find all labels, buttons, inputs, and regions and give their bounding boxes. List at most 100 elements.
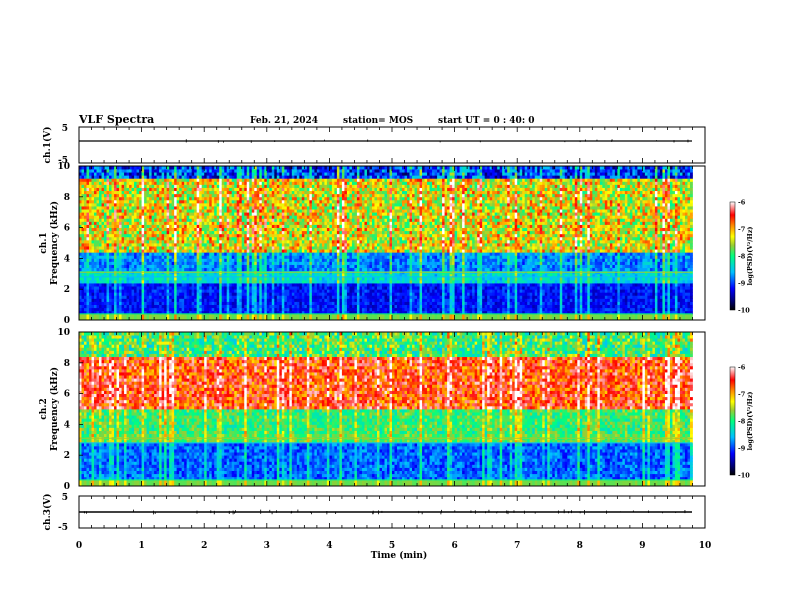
- spectrogram-cell: [97, 305, 100, 308]
- spectrogram-cell: [142, 295, 145, 298]
- spectrogram-cell: [207, 191, 210, 194]
- spectrogram-cell: [209, 246, 212, 249]
- spectrogram-cell: [224, 178, 227, 181]
- spectrogram-cell: [269, 261, 272, 264]
- spectrogram-cell: [247, 191, 250, 194]
- spectrogram-cell: [209, 178, 212, 181]
- spectrogram-cell: [187, 218, 190, 221]
- spectrogram-cell: [142, 289, 145, 292]
- spectrogram-cell: [104, 200, 107, 203]
- spectrogram-cell: [229, 308, 232, 311]
- spectrogram-cell: [207, 265, 210, 268]
- spectrogram-cell: [197, 169, 200, 172]
- spectrogram-cell: [224, 206, 227, 209]
- spectrogram-cell: [242, 225, 245, 228]
- spectrogram-cell: [234, 184, 237, 187]
- spectrogram-cell: [134, 265, 137, 268]
- spectrogram-cell: [252, 215, 255, 218]
- spectrogram-cell: [99, 221, 102, 224]
- spectrogram-cell: [92, 172, 95, 175]
- spectrogram-cell: [199, 215, 202, 218]
- spectrogram-cell: [82, 302, 85, 305]
- spectrogram-cell: [107, 295, 110, 298]
- spectrogram-cell: [109, 184, 112, 187]
- spectrogram-cell: [137, 265, 140, 268]
- spectrogram-cell: [247, 231, 250, 234]
- spectrogram-cell: [99, 188, 102, 191]
- spectrogram-cell: [114, 286, 117, 289]
- spectrogram-cell: [192, 203, 195, 206]
- spectrogram-cell: [179, 166, 182, 169]
- spectrogram-cell: [172, 221, 175, 224]
- spectrogram-cell: [219, 255, 222, 258]
- station-label: station= MOS: [343, 116, 413, 126]
- spectrogram-cell: [272, 295, 275, 298]
- spectrogram-cell: [139, 206, 142, 209]
- spectrogram-cell: [249, 302, 252, 305]
- spectrogram-cell: [84, 298, 87, 301]
- spectrogram-cell: [272, 181, 275, 184]
- spectrogram-cell: [142, 292, 145, 295]
- spectrogram-cell: [217, 305, 220, 308]
- spectrogram-cell: [289, 194, 292, 197]
- spectrogram-cell: [264, 203, 267, 206]
- spectrogram-cell: [112, 261, 115, 264]
- spectrogram-cell: [269, 298, 272, 301]
- spectrogram-cell: [209, 215, 212, 218]
- spectrogram-cell: [287, 215, 290, 218]
- spectrogram-cell: [129, 184, 132, 187]
- spectrogram-cell: [134, 203, 137, 206]
- spectrogram-cell: [94, 295, 97, 298]
- spectrogram-cell: [204, 252, 207, 255]
- spectrogram-cell: [294, 200, 297, 203]
- spectrogram-cell: [259, 181, 262, 184]
- spectrogram-cell: [292, 268, 295, 271]
- spectrogram-cell: [292, 249, 295, 252]
- spectrogram-cell: [174, 172, 177, 175]
- spectrogram-cell: [259, 172, 262, 175]
- spectrogram-cell: [212, 175, 215, 178]
- spectrogram-cell: [97, 249, 100, 252]
- spectrogram-cell: [84, 181, 87, 184]
- spectrogram-cell: [87, 178, 90, 181]
- spectrogram-cell: [154, 169, 157, 172]
- spectrogram-cell: [274, 295, 277, 298]
- spectrogram-cell: [137, 166, 140, 169]
- spectrogram-cell: [289, 298, 292, 301]
- spectrogram-cell: [294, 206, 297, 209]
- spectrogram-cell: [152, 197, 155, 200]
- spectrogram-cell: [172, 249, 175, 252]
- spectrogram-cell: [177, 209, 180, 212]
- spectrogram-cell: [199, 206, 202, 209]
- spectrogram-cell: [227, 178, 230, 181]
- spectrogram-cell: [172, 169, 175, 172]
- spectrogram-cell: [134, 221, 137, 224]
- spectrogram-cell: [157, 286, 160, 289]
- spectrogram-cell: [82, 283, 85, 286]
- spectrogram-cell: [279, 258, 282, 261]
- spectrogram-cell: [237, 212, 240, 215]
- spectrogram-cell: [104, 194, 107, 197]
- spectrogram-cell: [247, 188, 250, 191]
- spectrogram-cell: [172, 305, 175, 308]
- spectrogram-cell: [192, 197, 195, 200]
- spectrogram-cell: [244, 212, 247, 215]
- spectrogram-cell: [197, 212, 200, 215]
- spectrogram-cell: [137, 237, 140, 240]
- spectrogram-cell: [294, 191, 297, 194]
- spectrogram-cell: [257, 215, 260, 218]
- spectrogram-cell: [239, 292, 242, 295]
- spectrogram-cell: [259, 225, 262, 228]
- spectrogram-cell: [282, 188, 285, 191]
- spectrogram-cell: [184, 295, 187, 298]
- spectrogram-cell: [84, 246, 87, 249]
- spectrogram-cell: [267, 255, 270, 258]
- spectrogram-cell: [269, 209, 272, 212]
- spectrogram-cell: [234, 218, 237, 221]
- spectrogram-cell: [122, 194, 125, 197]
- spectrogram-cell: [202, 261, 205, 264]
- spectrogram-cell: [177, 280, 180, 283]
- spectrogram-cell: [257, 280, 260, 283]
- spectrogram-cell: [132, 197, 135, 200]
- spectrogram-cell: [297, 302, 300, 305]
